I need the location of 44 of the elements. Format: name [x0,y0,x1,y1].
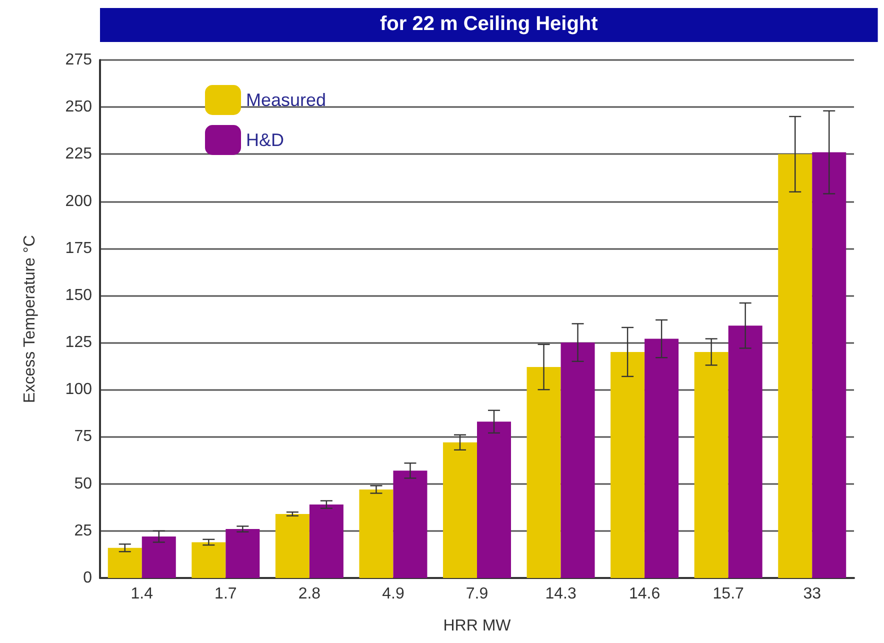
x-tick-label: 15.7 [712,586,744,602]
bar [393,470,428,578]
legend-label: H&D [246,130,284,150]
y-tick-label: 100 [65,381,92,398]
y-tick-label: 175 [65,240,92,257]
y-tick-label: 75 [74,428,92,446]
y-tick-label: 200 [65,192,92,210]
y-tick-label: 25 [74,522,92,540]
bar [694,352,728,578]
bar [728,326,762,578]
x-tick-label: 33 [803,586,822,602]
bar [275,514,310,578]
y-axis-title: Excess Temperature °C [22,235,38,403]
x-axis-title: HRR MW [443,618,512,634]
bar [778,154,812,578]
x-tick-label: 7.9 [466,586,488,602]
y-tick-label: 250 [65,98,92,116]
y-tick-label: 275 [65,52,92,68]
legend-label: Measured [246,90,326,110]
bar [610,352,645,578]
y-tick-label: 125 [65,334,92,352]
x-tick-label: 14.3 [545,586,576,602]
y-tick-label: 0 [83,570,92,586]
x-tick-label: 1.4 [130,586,154,602]
bar [309,504,344,578]
bar [359,489,394,578]
bar [226,529,260,578]
y-tick-label: 150 [65,286,92,304]
bar [192,542,226,578]
bar [477,422,511,578]
x-tick-label: 1.7 [214,586,237,602]
x-tick-label: 2.8 [298,586,321,602]
chart-title: for 22 m Ceiling Height [380,13,598,35]
bar [560,342,595,578]
x-tick-label: 4.9 [382,586,404,602]
bar [142,536,176,578]
bar [443,442,477,578]
bar [644,338,679,578]
y-tick-label: 50 [74,475,92,492]
bar [526,367,561,578]
y-tick-label: 225 [65,146,92,163]
bar [812,152,846,578]
x-tick-label: 14.6 [628,586,660,602]
bar [108,548,142,578]
